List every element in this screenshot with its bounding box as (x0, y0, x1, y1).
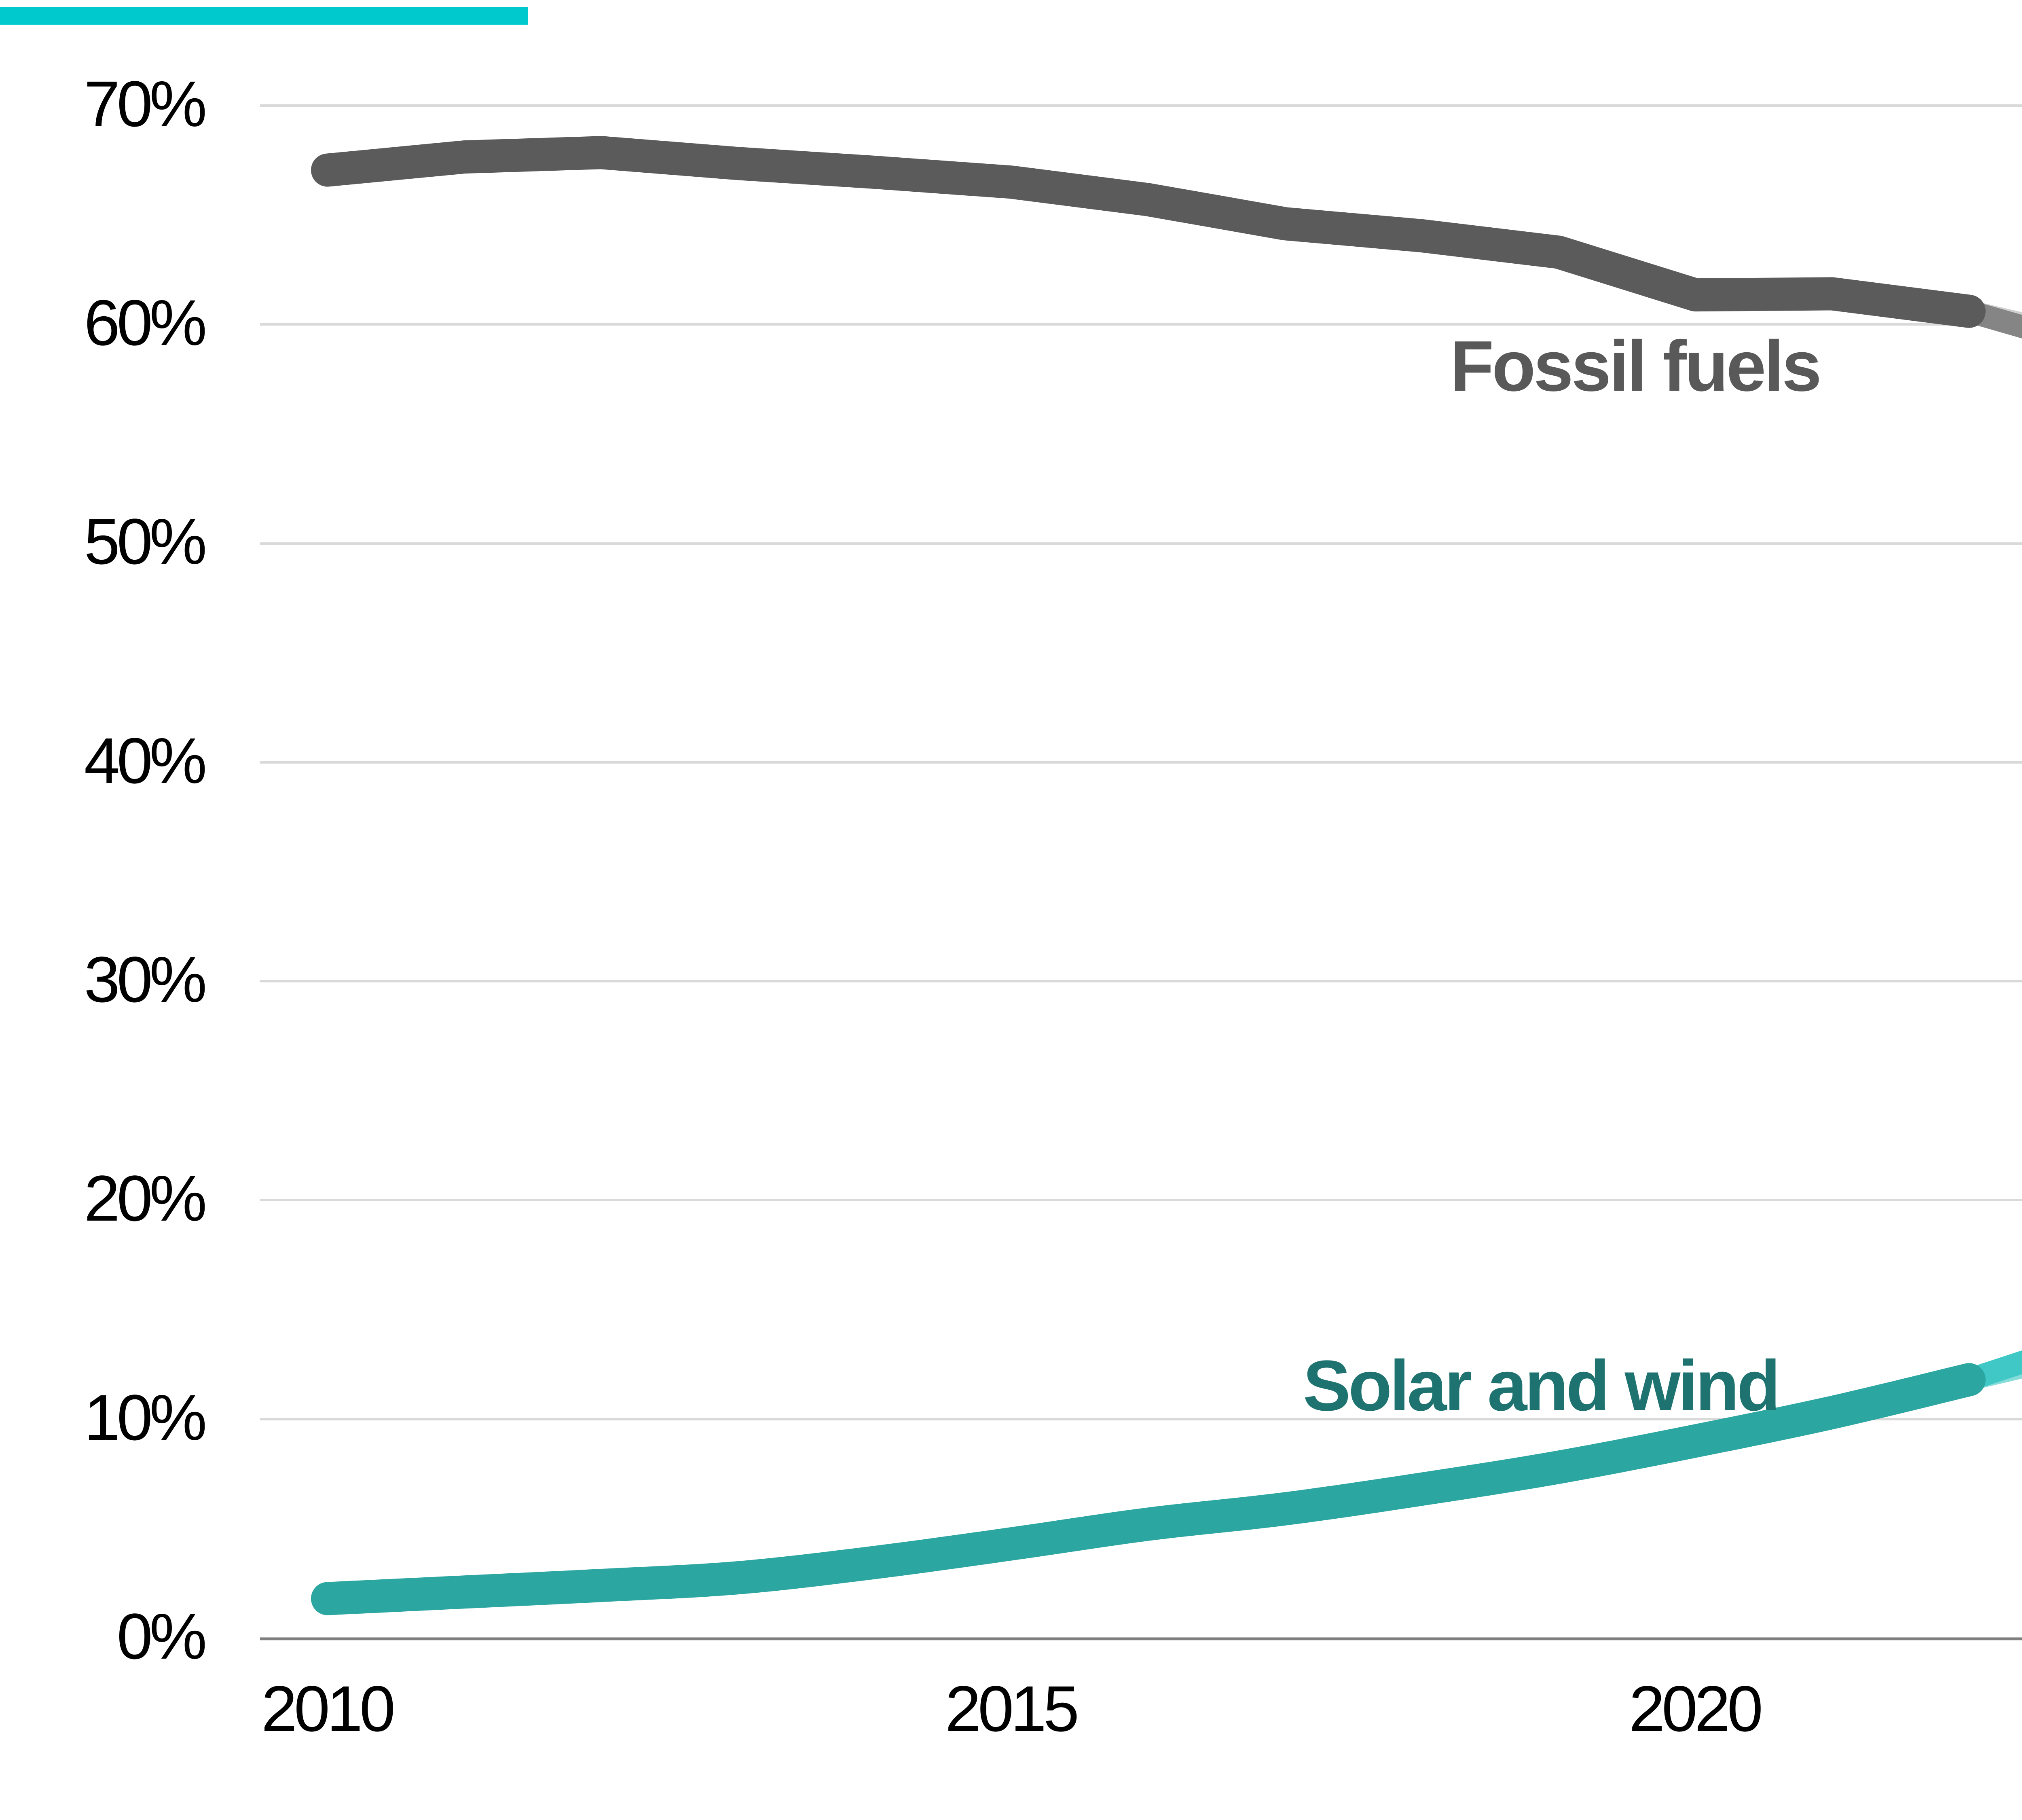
svg-text:20%: 20% (84, 1162, 205, 1234)
svg-text:2010: 2010 (261, 1672, 393, 1745)
svg-text:40%: 40% (84, 724, 205, 797)
svg-text:30%: 30% (84, 943, 205, 1016)
svg-text:Fossil fuels: Fossil fuels (1450, 326, 1820, 406)
svg-text:60%: 60% (84, 286, 205, 359)
svg-text:0%: 0% (117, 1600, 205, 1672)
svg-text:50%: 50% (84, 505, 205, 578)
svg-text:2015: 2015 (945, 1672, 1077, 1745)
svg-text:70%: 70% (84, 68, 205, 140)
svg-text:10%: 10% (84, 1381, 205, 1454)
svg-text:2020: 2020 (1629, 1672, 1761, 1745)
svg-text:Solar and wind: Solar and wind (1303, 1346, 1778, 1426)
